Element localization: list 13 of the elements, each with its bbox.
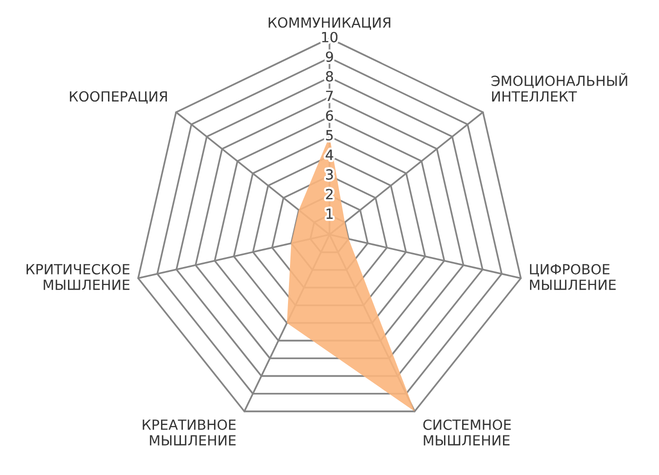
- spoke-label: КОММУНИКАЦИЯ: [268, 17, 390, 30]
- y-tick-label: 1: [326, 208, 333, 219]
- y-tick-label: 3: [326, 169, 333, 180]
- spoke-label: КРЕАТИВНОЕ МЫШЛЕНИЕ: [142, 419, 236, 446]
- y-tick-label: 7: [326, 90, 333, 102]
- spoke-label: ЭМОЦИОНАЛЬНЫЙ ИНТЕЛЛЕКТ: [492, 73, 628, 102]
- spoke-label: СИСТЕМНОЕ МЫШЛЕНИЕ: [423, 419, 511, 446]
- spoke-label: КООПЕРАЦИЯ: [70, 91, 167, 104]
- y-tick-label: 2: [326, 188, 333, 200]
- y-tick-label: 10: [322, 32, 338, 42]
- spoke-label: ЦИФРОВОЕ МЫШЛЕНИЕ: [530, 264, 616, 290]
- y-tick-label: 4: [326, 150, 334, 160]
- spoke-label: КРИТИЧЕСКОЕ МЫШЛЕНИЕ: [26, 264, 130, 290]
